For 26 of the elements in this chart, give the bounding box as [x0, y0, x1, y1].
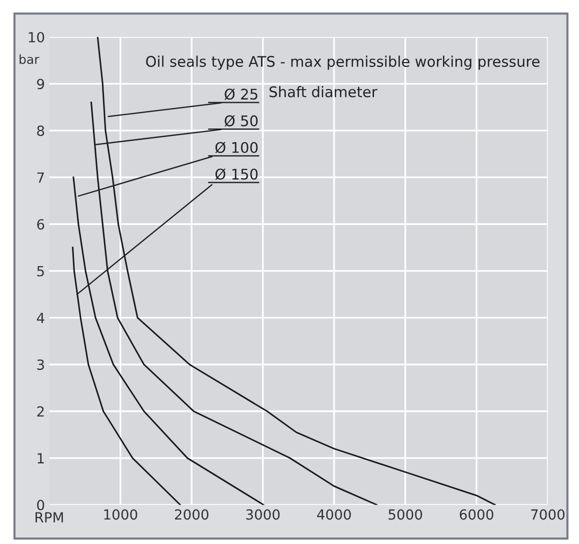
y-tick-label: 1: [38, 453, 44, 464]
y-tick-label: 2: [37, 406, 44, 417]
annotation: Ø 50: [224, 115, 258, 127]
x-tick-label: 4000: [317, 509, 351, 520]
x-tick-label: 2000: [174, 509, 208, 520]
annotation: Ø 150: [215, 168, 258, 180]
y-tick-label: 0: [37, 500, 44, 510]
y-axis-title: bar: [20, 54, 40, 64]
y-tick-label: 3: [37, 359, 44, 370]
text: Oil seals type ATS - max permissible working pressure: [146, 56, 540, 70]
x-axis-title: RPM: [36, 512, 63, 522]
annotation: Ø 100: [215, 142, 258, 154]
y-tick-label: 8: [37, 126, 44, 136]
y-tick-label: 4: [36, 312, 44, 323]
x-tick-label: 1000: [104, 509, 138, 520]
x-tick-label: 5000: [388, 509, 422, 520]
x-tick-label: 6000: [460, 509, 494, 520]
x-tick-label: 3000: [246, 509, 280, 520]
y-tick-label: 9: [37, 78, 44, 90]
y-tick-label: 7: [37, 172, 44, 183]
annotation: Shaft diameter: [270, 86, 378, 98]
y-tick-label: 5: [37, 266, 44, 276]
annotation: Ø 25: [224, 88, 258, 100]
y-tick-label: 6: [37, 219, 44, 230]
y-tick-label: 10: [28, 32, 44, 42]
x-tick-label: 7000: [531, 509, 564, 520]
